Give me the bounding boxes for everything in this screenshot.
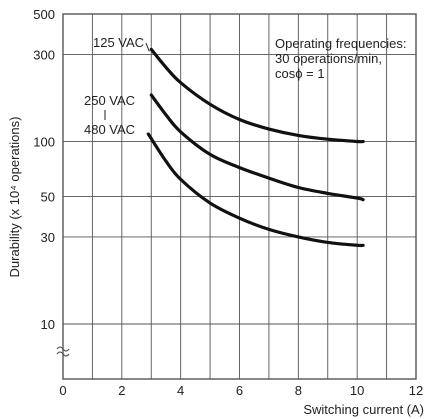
plot-frame xyxy=(62,13,417,380)
leader-line-125vac xyxy=(145,42,150,52)
y-tick-label: 500 xyxy=(33,7,55,22)
series-label-125vac: 125 VAC xyxy=(93,35,144,50)
series-labels: 125 VAC 250 VAC 480 VAC xyxy=(84,35,150,137)
y-tick-label: 10 xyxy=(41,317,55,332)
y-axis-label: Durability (x 10⁴ operations) xyxy=(7,117,22,278)
x-tick-label: 10 xyxy=(350,383,364,398)
x-tick-label: 0 xyxy=(59,383,66,398)
series-label-480vac: 480 VAC xyxy=(84,122,135,137)
annotation-line-1: Operating frequencies: xyxy=(275,36,407,51)
x-tick-label: 2 xyxy=(118,383,125,398)
x-tick-label: 4 xyxy=(177,383,184,398)
series-line-250-vac xyxy=(149,93,365,202)
annotation-line-2: 30 operations/min, xyxy=(275,51,382,66)
y-tick-label: 300 xyxy=(33,47,55,62)
annotation: Operating frequencies: 30 operations/min… xyxy=(275,36,407,81)
series-line-125-vac xyxy=(149,47,365,144)
y-tick-label: 50 xyxy=(41,189,55,204)
y-tick-label: 100 xyxy=(33,135,55,150)
x-tick-label: 8 xyxy=(295,383,302,398)
x-tick-label: 12 xyxy=(409,383,423,398)
x-axis-label: Switching current (A) xyxy=(303,402,424,417)
series-group xyxy=(146,47,365,248)
x-tick-label: 6 xyxy=(236,383,243,398)
annotation-line-3: cosϕ = 1 xyxy=(275,66,325,81)
series-label-250vac: 250 VAC xyxy=(84,93,135,108)
tick-labels: 10 30 50 100 300 500 0 2 4 6 8 10 12 xyxy=(33,7,423,398)
y-tick-label: 30 xyxy=(41,230,55,245)
series-line-480-vac xyxy=(146,132,365,248)
